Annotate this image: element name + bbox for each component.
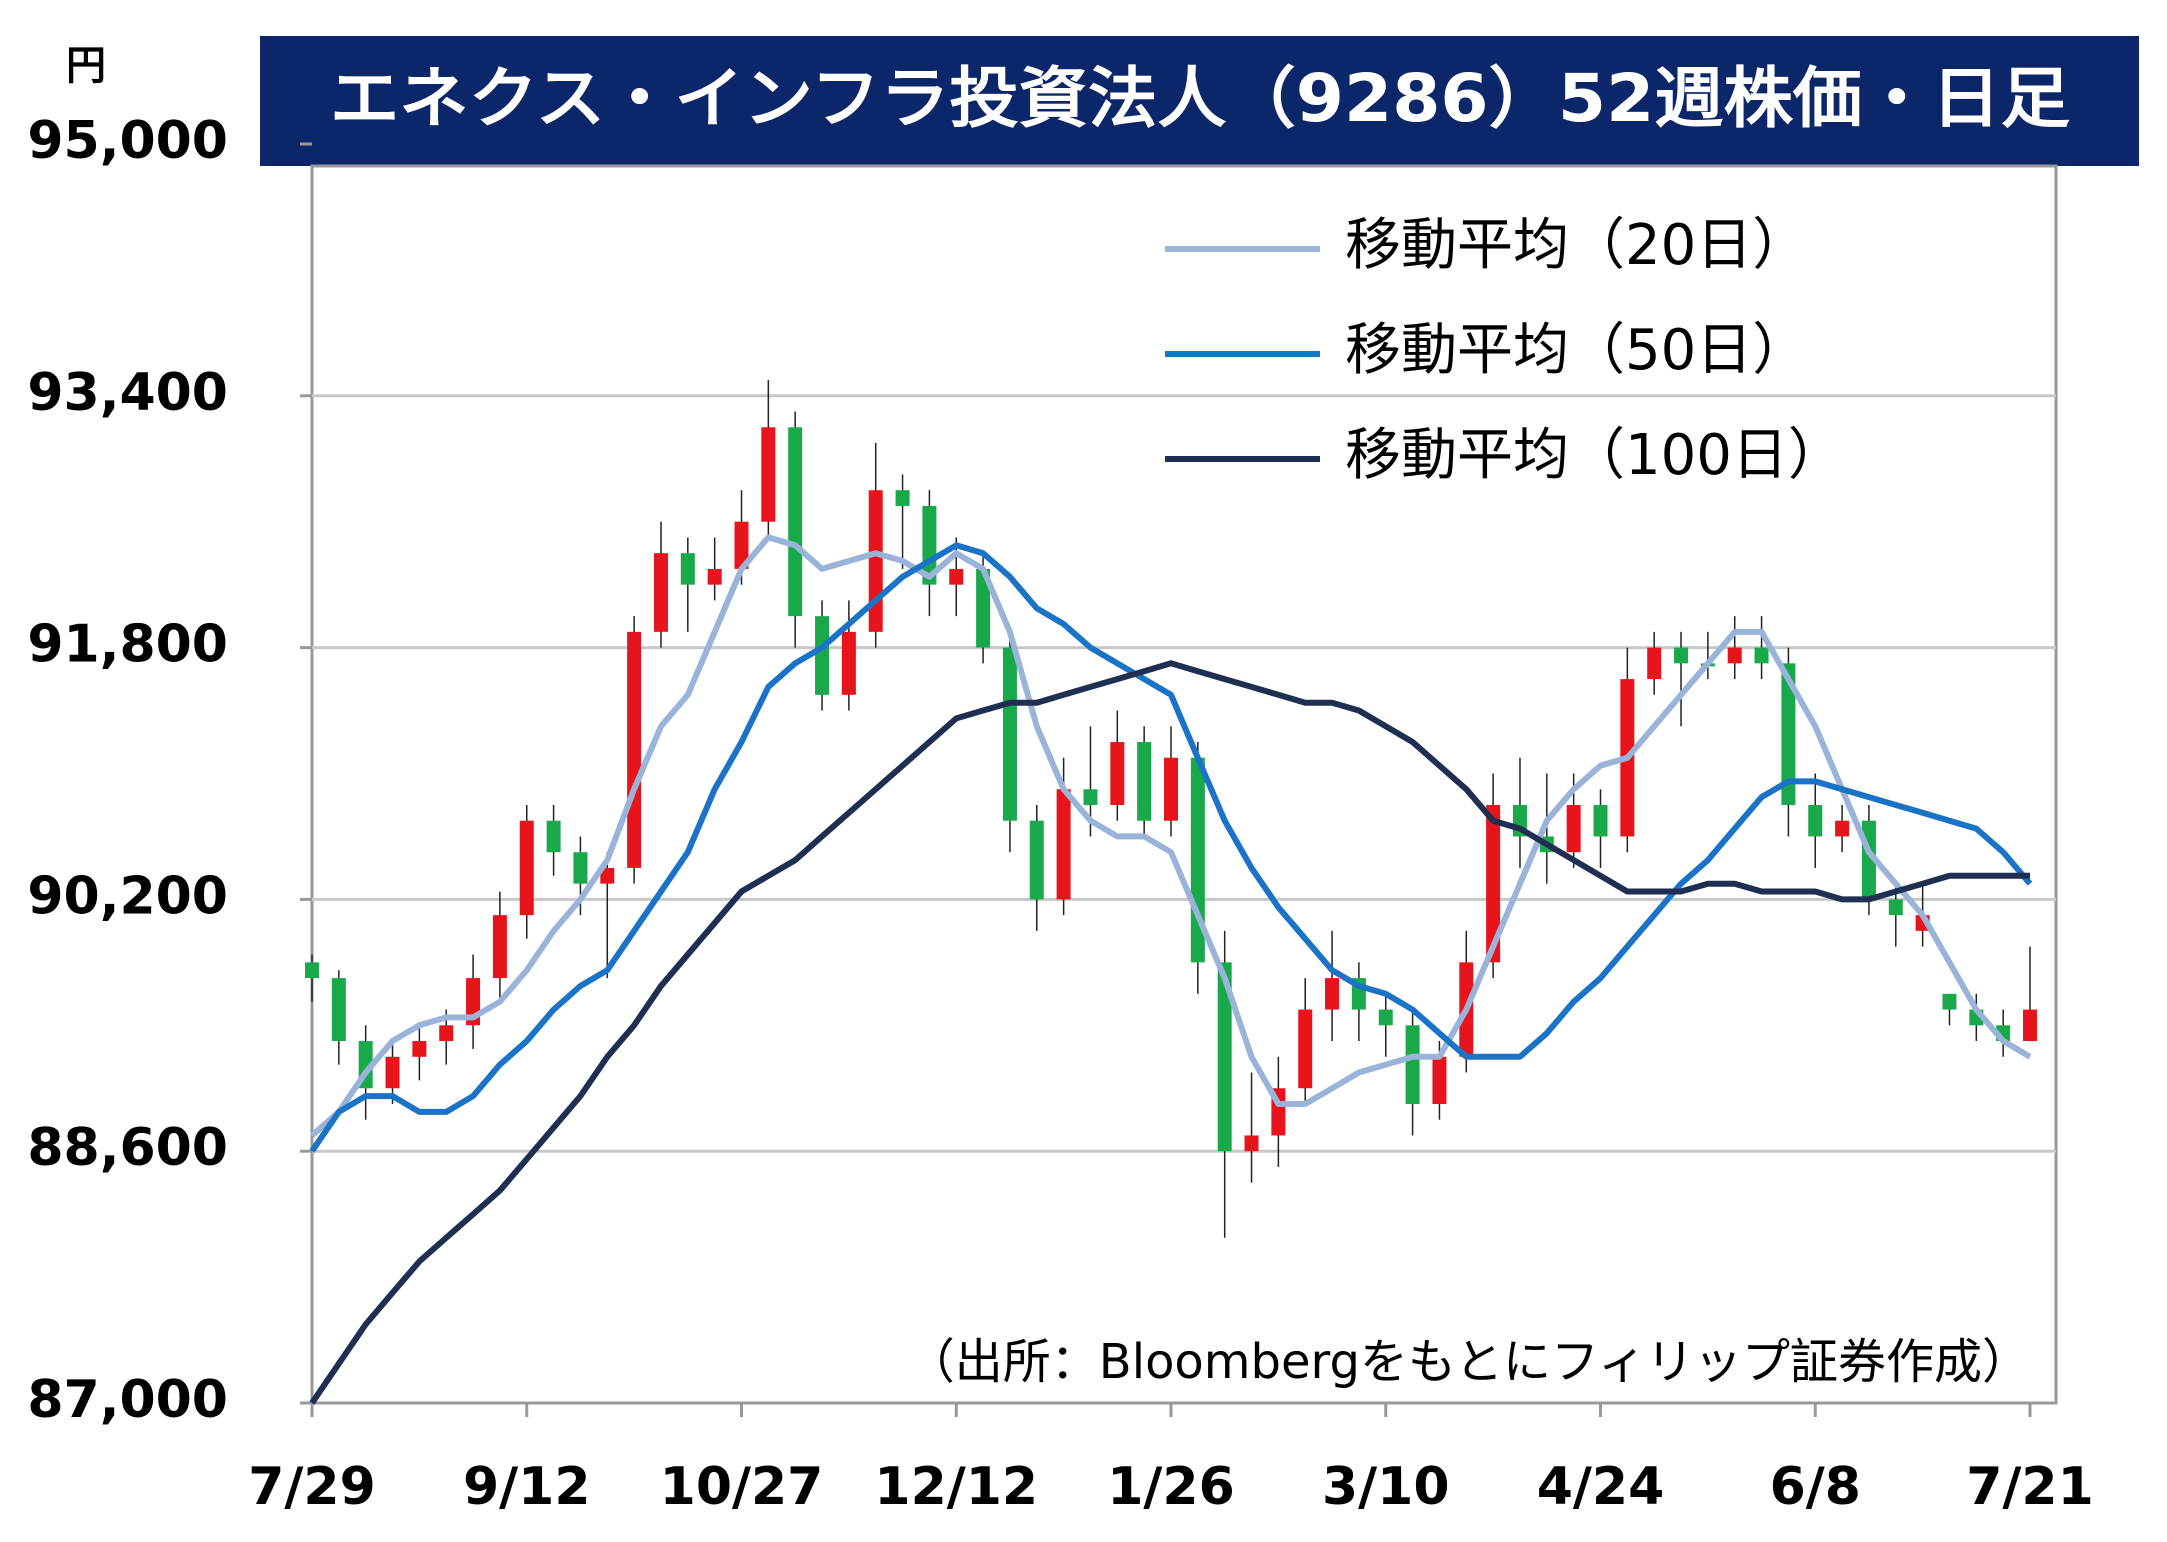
- candle-body: [1002, 647, 1017, 821]
- candle-body: [1432, 1056, 1447, 1104]
- candle-body: [1888, 899, 1903, 916]
- candle-body: [1647, 647, 1662, 680]
- candle-body: [1593, 804, 1608, 837]
- plot-frame: [310, 164, 2058, 1405]
- candle-body: [949, 568, 964, 585]
- candle-body: [305, 962, 319, 979]
- legend-label: 移動平均（50日）: [1345, 318, 1808, 383]
- candle-body: [1754, 647, 1769, 664]
- source-note: （出所：Bloombergをもとにフィリップ証券作成）: [907, 1334, 2030, 1390]
- candle-body: [331, 978, 346, 1042]
- candle-body: [1298, 1009, 1313, 1089]
- candle-body: [1029, 820, 1044, 900]
- candle-body: [1137, 742, 1152, 821]
- x-tick-label: 12/12: [874, 1457, 1038, 1517]
- candle-body: [1083, 789, 1098, 805]
- y-unit: 円: [66, 43, 106, 89]
- candle-body: [1164, 757, 1178, 821]
- x-tick-label: 7/21: [1966, 1457, 2094, 1517]
- x-tick-label: 7/29: [248, 1457, 376, 1517]
- candle-body: [761, 427, 776, 522]
- y-tick-label: 87,000: [27, 1370, 228, 1430]
- x-tick-label: 1/26: [1107, 1457, 1235, 1517]
- candle-body: [895, 490, 910, 506]
- candle-body: [439, 1025, 454, 1042]
- candle-body: [1835, 820, 1850, 837]
- candle-body: [600, 867, 615, 884]
- ma-line: [309, 660, 2030, 1405]
- x-tick-label: 10/27: [660, 1457, 824, 1517]
- candle-body: [385, 1056, 400, 1089]
- candle-body: [1056, 789, 1071, 900]
- candle-body: [627, 631, 642, 868]
- candle-body: [412, 1041, 427, 1057]
- chart-title: エネクス・インフラ投資法人（9286）52週株価・日足: [330, 60, 2070, 137]
- candle-body: [1244, 1135, 1259, 1152]
- y-tick-label: 90,200: [27, 866, 228, 926]
- candle-body: [1378, 1009, 1393, 1026]
- y-tick-label: 91,800: [27, 615, 228, 675]
- candle-body: [1405, 1025, 1420, 1104]
- candle-body: [1325, 978, 1340, 1010]
- title-banner: [260, 36, 2139, 166]
- legend-label: 移動平均（20日）: [1345, 213, 1808, 278]
- candle-body: [1110, 742, 1125, 805]
- candle-body: [707, 568, 722, 585]
- y-tick-label: 93,400: [27, 363, 228, 423]
- candle-body: [1808, 804, 1823, 837]
- legend-label: 移動平均（100日）: [1345, 423, 1844, 488]
- candle-body: [1486, 804, 1501, 963]
- candle-body: [680, 553, 695, 585]
- x-tick-label: 6/8: [1770, 1457, 1861, 1517]
- y-tick-label: 95,000: [27, 111, 228, 171]
- candle-body: [1217, 962, 1232, 1152]
- candle-body: [546, 820, 561, 853]
- candle-body: [734, 521, 749, 569]
- candle-body: [788, 427, 803, 617]
- x-tick-label: 3/10: [1322, 1457, 1450, 1517]
- candle-body: [519, 820, 534, 916]
- candle-body: [841, 631, 856, 695]
- candle-body: [1674, 647, 1689, 664]
- x-tick-label: 9/12: [463, 1457, 591, 1517]
- candle-body: [1942, 993, 1957, 1010]
- candle-body: [1727, 647, 1742, 664]
- y-tick-label: 88,600: [27, 1118, 228, 1178]
- x-tick-label: 4/24: [1537, 1457, 1665, 1517]
- candle-body: [573, 852, 588, 884]
- candle-body: [1566, 804, 1581, 853]
- candle-body: [653, 553, 668, 632]
- candle-body: [976, 568, 991, 648]
- candle-body: [492, 915, 507, 979]
- ma-line: [309, 542, 2033, 1153]
- candle-body: [868, 490, 883, 632]
- candle-body: [1781, 663, 1796, 805]
- candle-body: [2023, 1009, 2037, 1042]
- ma-line: [310, 534, 2032, 1138]
- candle-body: [815, 616, 830, 695]
